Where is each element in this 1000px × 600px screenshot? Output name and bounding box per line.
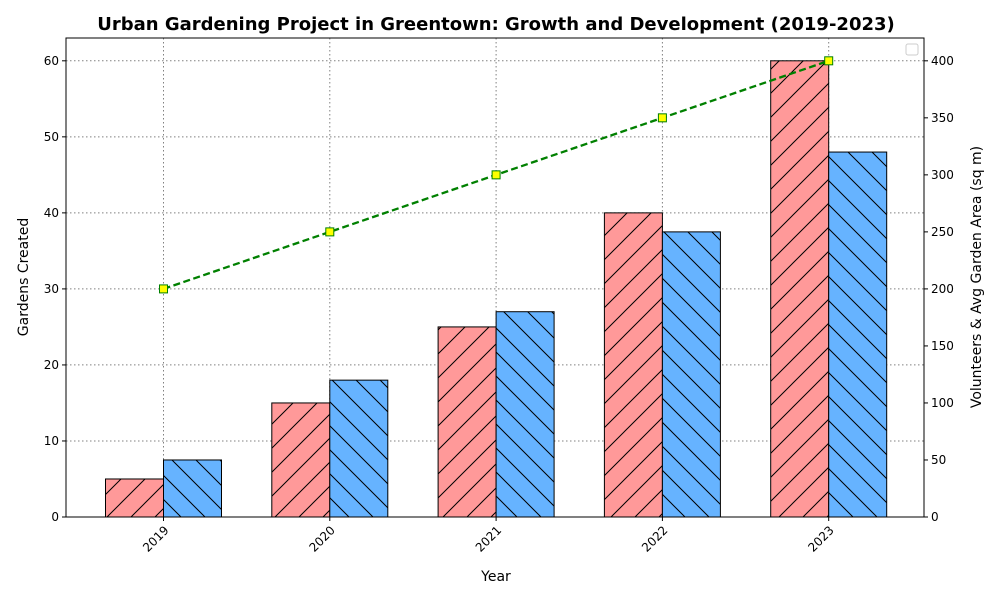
bar-hatch [271, 402, 331, 518]
y-axis-right: 0 50 100 150 200 250 300 350 400 [924, 54, 954, 524]
bar-hatch [828, 151, 888, 518]
y2-axis-label: Volunteers & Avg Garden Area (sq m) [969, 146, 985, 408]
y2-tick-label: 400 [931, 54, 954, 68]
x-tick-label: 2022 [639, 523, 670, 554]
x-tick-label: 2023 [805, 523, 836, 554]
y-axis-label: Gardens Created [16, 218, 32, 336]
line-point [159, 284, 168, 294]
y2-tick-label: 250 [931, 225, 954, 239]
y-tick-label: 50 [44, 130, 59, 144]
bar-hatch [105, 478, 164, 518]
plot-frame [65, 37, 925, 518]
x-tick-label: 2021 [473, 523, 504, 554]
line-point [325, 227, 335, 237]
y-tick-label: 0 [51, 510, 59, 524]
line-point [657, 113, 667, 123]
y-axis-left: 0 10 20 30 40 50 60 [44, 54, 66, 524]
y2-tick-label: 300 [931, 168, 954, 182]
legend-box [905, 43, 919, 56]
x-axis-label: Year [480, 569, 511, 585]
y-tick-label: 60 [44, 54, 59, 68]
line-point [824, 56, 834, 66]
bar-hatch [437, 326, 497, 518]
bar-hatch [163, 459, 222, 518]
bar-hatch [770, 60, 830, 518]
y2-tick-label: 50 [931, 453, 946, 467]
bars [105, 60, 888, 518]
x-axis: 2019 2020 2021 2022 2023 [140, 517, 837, 555]
line-series [159, 56, 834, 294]
bar-hatch [661, 231, 721, 518]
bar-hatch [329, 379, 389, 518]
y2-tick-label: 350 [931, 111, 954, 125]
y2-tick-label: 150 [931, 339, 954, 353]
y-tick-label: 30 [44, 282, 59, 296]
y2-tick-label: 0 [931, 510, 939, 524]
line-point [491, 170, 501, 180]
bar-hatch [495, 311, 555, 518]
y2-tick-label: 200 [931, 282, 954, 296]
y2-tick-label: 100 [931, 396, 954, 410]
y-tick-label: 40 [44, 206, 59, 220]
y-tick-label: 20 [44, 358, 59, 372]
x-tick-label: 2019 [140, 523, 171, 554]
chart-title: Urban Gardening Project in Greentown: Gr… [97, 14, 895, 35]
bar-hatch [603, 212, 663, 518]
y-tick-label: 10 [44, 434, 59, 448]
x-tick-label: 2020 [306, 523, 337, 554]
